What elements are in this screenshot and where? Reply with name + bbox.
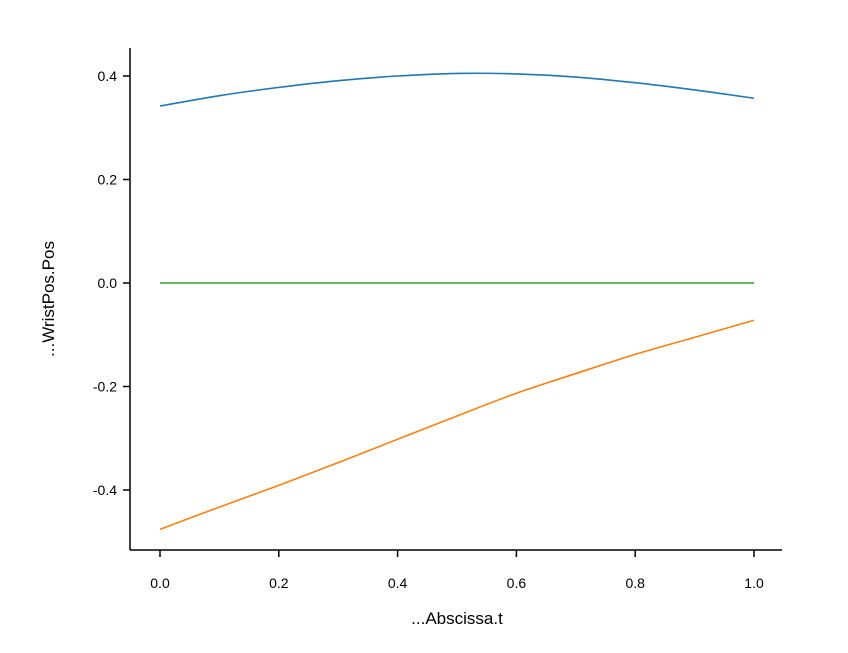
y-axis-title: ...WristPos.Pos	[39, 241, 58, 357]
x-tick-label: 0.0	[150, 575, 170, 591]
x-tick-label: 0.2	[269, 575, 289, 591]
x-axis-title: ...Abscissa.t	[411, 609, 503, 628]
x-axis-ticks: 0.0 0.2 0.4 0.6 0.8 1.0	[150, 550, 764, 591]
y-tick-label: 0.0	[98, 275, 118, 291]
y-axis-ticks: -0.4 -0.2 0.0 0.2 0.4	[93, 68, 130, 498]
x-tick-label: 1.0	[744, 575, 764, 591]
y-tick-label: 0.4	[98, 68, 118, 84]
series-line-2	[159, 319, 755, 531]
y-tick-label: -0.2	[93, 379, 117, 395]
series-line-1	[159, 72, 755, 107]
series-layer	[159, 72, 755, 531]
y-tick-label: 0.2	[98, 172, 118, 188]
y-tick-label: -0.4	[93, 482, 117, 498]
x-tick-label: 0.8	[625, 575, 645, 591]
x-tick-label: 0.4	[388, 575, 408, 591]
x-tick-label: 0.6	[507, 575, 527, 591]
plot-area	[159, 72, 755, 531]
